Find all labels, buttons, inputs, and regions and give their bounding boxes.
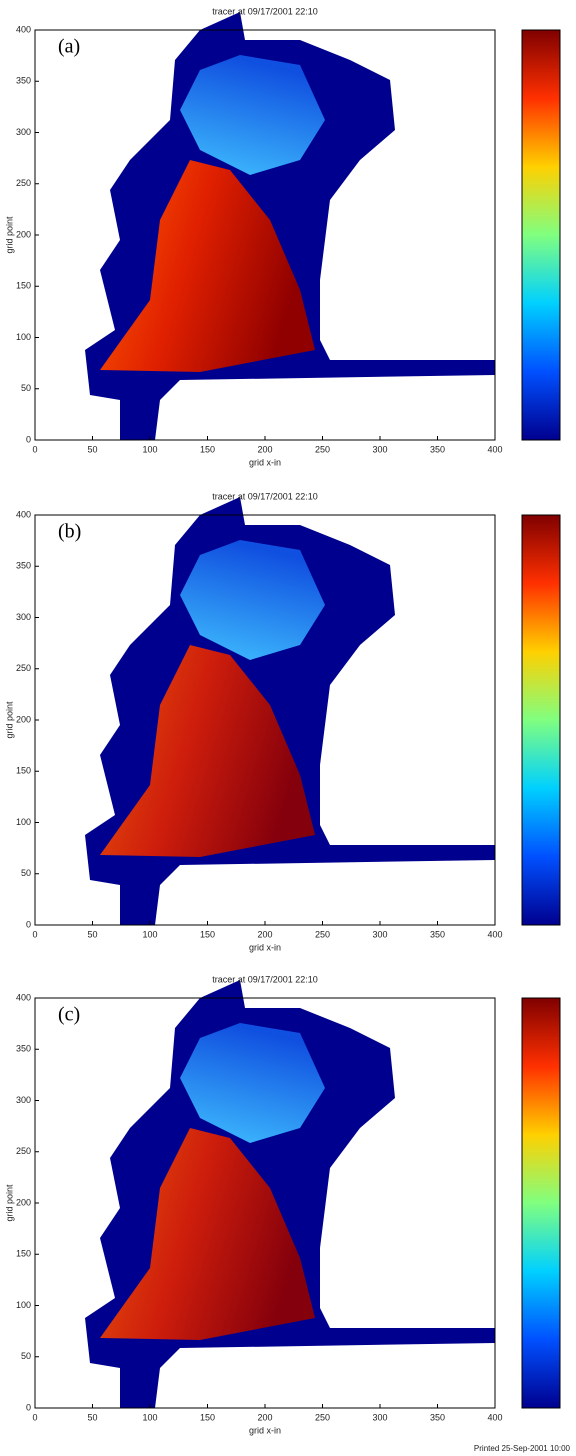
chart-title: tracer at 09/17/2001 22:10 xyxy=(212,974,318,984)
x-tick-label: 150 xyxy=(200,929,215,939)
panel-label: (c) xyxy=(58,1004,80,1026)
x-tick-label: 350 xyxy=(430,929,445,939)
y-tick-label: 100 xyxy=(16,1300,31,1310)
x-axis-label: grid x-in xyxy=(249,942,281,952)
y-tick-label: 250 xyxy=(16,178,31,188)
panel-label: (a) xyxy=(58,36,80,58)
x-tick-label: 300 xyxy=(372,929,387,939)
x-tick-label: 250 xyxy=(315,1412,330,1422)
x-tick-label: 100 xyxy=(142,929,157,939)
x-tick-label: 50 xyxy=(87,444,97,454)
x-tick-label: 400 xyxy=(487,1412,502,1422)
x-tick-label: 0 xyxy=(32,929,37,939)
x-tick-label: 0 xyxy=(32,444,37,454)
y-tick-label: 400 xyxy=(16,24,31,34)
y-tick-label: 150 xyxy=(16,766,31,776)
x-tick-label: 400 xyxy=(487,929,502,939)
x-tick-label: 200 xyxy=(257,444,272,454)
x-tick-label: 50 xyxy=(87,929,97,939)
x-tick-label: 150 xyxy=(200,444,215,454)
x-tick-label: 50 xyxy=(87,1412,97,1422)
footer: Printed 25-Sep-2001 10:00 xyxy=(474,1444,571,1453)
x-tick-label: 300 xyxy=(372,1412,387,1422)
y-tick-label: 50 xyxy=(21,383,31,393)
y-tick-label: 50 xyxy=(21,868,31,878)
x-tick-label: 100 xyxy=(142,444,157,454)
x-tick-label: 200 xyxy=(257,1412,272,1422)
panel: 0 50 100 150 200 250 300 350 400 0 50 100 150 200 250 3… xyxy=(4,6,561,467)
y-tick-label: 100 xyxy=(16,817,31,827)
x-tick-label: 350 xyxy=(430,444,445,454)
x-axis-label: grid x-in xyxy=(249,457,281,467)
y-tick-label: 200 xyxy=(16,229,31,239)
panel: 0 50 100 150 200 250 300 350 400 0 50 100 150 200 250 3… xyxy=(4,974,561,1435)
y-tick-label: 350 xyxy=(16,561,31,571)
y-axis-label: grid point xyxy=(4,216,14,254)
field-warm xyxy=(100,645,315,857)
x-axis-label: grid x-in xyxy=(249,1425,281,1435)
x-tick-label: 250 xyxy=(315,444,330,454)
y-axis-label: grid point xyxy=(4,1184,14,1222)
x-tick-label: 250 xyxy=(315,929,330,939)
y-tick-label: 150 xyxy=(16,281,31,291)
y-axis-label: grid point xyxy=(4,701,14,739)
y-tick-label: 100 xyxy=(16,332,31,342)
y-tick-label: 300 xyxy=(16,127,31,137)
colorbar xyxy=(521,997,561,1409)
x-tick-label: 200 xyxy=(257,929,272,939)
y-tick-label: 250 xyxy=(16,1146,31,1156)
x-tick-label: 100 xyxy=(142,1412,157,1422)
y-tick-label: 400 xyxy=(16,509,31,519)
y-tick-label: 300 xyxy=(16,612,31,622)
colorbar xyxy=(521,29,561,441)
y-tick-label: 0 xyxy=(26,1402,31,1412)
panel-label: (b) xyxy=(58,521,81,543)
y-tick-label: 250 xyxy=(16,663,31,673)
panel: 0 50 100 150 200 250 300 350 400 0 50 100 150 200 250 3… xyxy=(4,491,561,952)
y-tick-label: 50 xyxy=(21,1351,31,1361)
colorbar xyxy=(521,514,561,926)
x-tick-label: 400 xyxy=(487,444,502,454)
y-tick-label: 0 xyxy=(26,919,31,929)
field-warm xyxy=(100,160,315,372)
field-cool xyxy=(180,55,325,175)
y-tick-label: 350 xyxy=(16,76,31,86)
field-cool xyxy=(180,1023,325,1143)
y-tick-label: 400 xyxy=(16,992,31,1002)
field-cool xyxy=(180,540,325,660)
x-tick-label: 350 xyxy=(430,1412,445,1422)
x-tick-label: 0 xyxy=(32,1412,37,1422)
chart-title: tracer at 09/17/2001 22:10 xyxy=(212,6,318,16)
y-tick-label: 200 xyxy=(16,1197,31,1207)
y-tick-label: 350 xyxy=(16,1044,31,1054)
y-tick-label: 150 xyxy=(16,1249,31,1259)
y-tick-label: 300 xyxy=(16,1095,31,1105)
x-tick-label: 150 xyxy=(200,1412,215,1422)
field-warm xyxy=(100,1128,315,1340)
chart-title: tracer at 09/17/2001 22:10 xyxy=(212,491,318,501)
y-tick-label: 0 xyxy=(26,434,31,444)
y-tick-label: 200 xyxy=(16,714,31,724)
x-tick-label: 300 xyxy=(372,444,387,454)
